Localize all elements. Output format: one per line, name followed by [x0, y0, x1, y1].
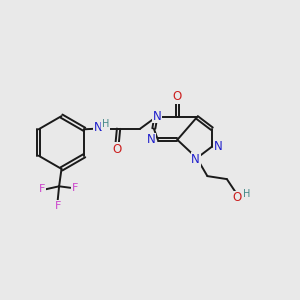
Text: H: H	[102, 119, 109, 129]
Text: F: F	[71, 183, 78, 193]
Text: F: F	[38, 184, 45, 194]
Text: O: O	[232, 191, 242, 205]
Text: N: N	[191, 153, 200, 166]
Text: O: O	[232, 191, 242, 205]
Text: H: H	[102, 119, 109, 129]
Text: O: O	[173, 90, 182, 103]
Text: N: N	[214, 140, 223, 153]
Text: O: O	[173, 90, 182, 103]
Text: H: H	[243, 189, 250, 199]
Text: F: F	[38, 184, 45, 194]
Text: N: N	[147, 133, 156, 146]
Text: N: N	[191, 153, 200, 166]
Text: N: N	[153, 110, 161, 123]
Text: O: O	[112, 143, 122, 156]
Text: F: F	[71, 183, 78, 193]
Text: O: O	[112, 143, 122, 156]
Text: F: F	[54, 201, 61, 211]
Text: N: N	[214, 140, 223, 153]
Text: N: N	[94, 121, 102, 134]
Text: N: N	[94, 121, 102, 134]
Text: N: N	[153, 110, 161, 123]
Text: F: F	[54, 201, 61, 211]
Text: H: H	[243, 189, 250, 199]
Text: N: N	[147, 133, 156, 146]
